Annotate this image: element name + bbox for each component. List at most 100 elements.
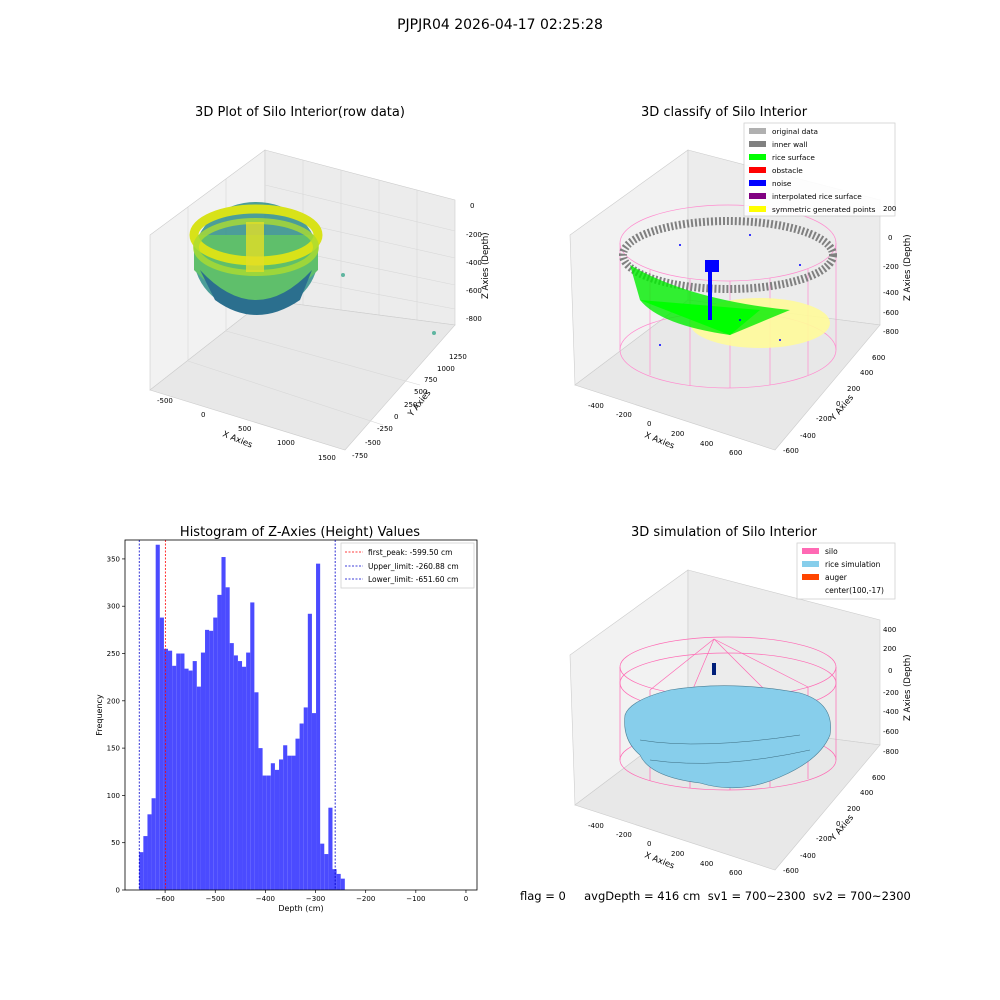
classify-ztick: -800 (883, 328, 899, 336)
classify-ytick: 400 (860, 369, 873, 377)
histogram-bar (262, 775, 267, 890)
histogram-bar (200, 652, 206, 890)
raw-ytick: -500 (365, 439, 381, 447)
legend-label: rice simulation (825, 560, 881, 569)
simulation-ytick: -600 (783, 867, 799, 875)
classify-ytick: 600 (872, 354, 885, 362)
histogram-bar (143, 836, 148, 890)
histogram-bar (287, 755, 292, 890)
legend-swatch-auger (802, 574, 819, 580)
histogram-bar (336, 873, 341, 890)
histogram-bar (266, 775, 271, 890)
histogram-bar (209, 630, 214, 890)
histogram-bar (196, 686, 201, 890)
raw-point-cloud (189, 202, 436, 335)
legend-swatch-rice-simulation (802, 561, 819, 567)
simulation-ytick: -400 (800, 852, 816, 860)
classify-legend (743, 122, 896, 217)
x-tick-label: −100 (406, 895, 425, 903)
x-tick-label: −600 (155, 895, 174, 903)
raw-ztick: -800 (466, 315, 482, 323)
raw-ytick: 750 (424, 376, 437, 384)
classify-ztick: -400 (883, 289, 899, 297)
legend-label: interpolated rice surface (772, 192, 862, 201)
legend-swatch-obstacle (749, 167, 766, 173)
status-footer: flag = 0 avgDepth = 416 cm sv1 = 700~230… (520, 889, 911, 903)
simulation-ztick: 200 (883, 645, 896, 653)
histogram-bar (291, 755, 296, 890)
histogram-panel: Histogram of Z-Axies (Height) Values −60… (95, 525, 478, 913)
histogram-bar (229, 643, 234, 890)
histogram-bar (242, 666, 247, 890)
legend-swatch-noise (749, 180, 766, 186)
histogram-bar (168, 650, 173, 890)
histogram-bar (139, 852, 144, 890)
histogram-bar (332, 869, 337, 890)
histogram-bar (328, 807, 333, 890)
classify-ytick: -600 (783, 447, 799, 455)
histogram-bar (180, 653, 185, 890)
y-tick-label: 250 (107, 650, 120, 658)
histogram-bar (151, 798, 156, 890)
histogram-frame (124, 539, 478, 891)
legend-label: symmetric generated points (772, 205, 876, 214)
figure-title: PJPJR04 2026-04-17 02:25:28 (397, 17, 603, 33)
simulation-ztick: 400 (883, 626, 896, 634)
simulation-xtick: -400 (588, 822, 604, 830)
raw-ytick: -750 (352, 452, 368, 460)
legend-swatch-silo (802, 548, 819, 554)
legend-label: noise (772, 179, 792, 188)
y-tick-label: 0 (116, 887, 120, 895)
histogram-bar (147, 814, 152, 890)
histogram-bar (270, 763, 275, 890)
histogram-x-ticks: −600 −500 −400 −300 −200 −100 0 (155, 890, 468, 903)
histogram-bar (258, 748, 263, 890)
legend-label: rice surface (772, 153, 815, 162)
simulation-xtick: 200 (671, 850, 684, 858)
histogram-reference-lines (138, 540, 336, 890)
legend-swatch-symmetric-generated-points (749, 206, 766, 212)
classify-panel-title: 3D classify of Silo Interior (641, 105, 808, 120)
rice-simulation-surface (624, 685, 831, 789)
raw-ztick: -200 (466, 231, 482, 239)
histogram-bar (320, 843, 325, 890)
legend-label: center(100,-17) (825, 586, 884, 595)
histogram-bar (217, 594, 222, 890)
legend-label: Lower_limit: -651.60 cm (368, 575, 458, 584)
histogram-xlabel: Depth (cm) (278, 904, 323, 913)
legend-label: first_peak: -599.50 cm (368, 548, 452, 557)
simulation-panel-title: 3D simulation of Silo Interior (631, 525, 818, 540)
simulation-ytick: 600 (872, 774, 885, 782)
x-tick-label: −500 (206, 895, 225, 903)
classify-ztick: -600 (883, 309, 899, 317)
raw-ztick: 0 (470, 202, 474, 210)
classify-3d-panel: 3D classify of Silo Interior original da… (569, 105, 913, 457)
histogram-bar (188, 670, 193, 890)
legend-label: Upper_limit: -260.88 cm (368, 562, 459, 571)
histogram-bar (307, 613, 312, 890)
raw-ytick: 1000 (437, 365, 455, 373)
raw-3d-panel: 3D Plot of Silo Interior(row data) -500 … (149, 105, 491, 462)
histogram-bar (192, 661, 197, 890)
x-tick-label: −200 (356, 895, 375, 903)
legend-swatch-inner-wall (749, 141, 766, 147)
histogram-bar (250, 602, 255, 890)
histogram-bar (225, 587, 230, 890)
histogram-bar (205, 629, 210, 890)
y-tick-label: 200 (107, 697, 120, 705)
simulation-ztick: -800 (883, 748, 899, 756)
x-tick-label: −400 (256, 895, 275, 903)
histogram-bar (159, 617, 164, 890)
histogram-bar (340, 878, 345, 890)
raw-ytick: 1250 (449, 353, 467, 361)
histogram-title: Histogram of Z-Axies (Height) Values (180, 525, 420, 540)
simulation-zlabel: Z Axies (Depth) (903, 654, 913, 721)
simulation-xtick: 400 (700, 860, 713, 868)
histogram-ylabel: Frequency (95, 694, 104, 736)
raw-xtick: 1500 (318, 454, 336, 462)
y-tick-label: 350 (107, 555, 120, 563)
classify-zlabel: Z Axies (Depth) (903, 234, 913, 301)
simulation-ytick: 400 (860, 789, 873, 797)
histogram-bar (274, 769, 280, 890)
raw-xtick: -500 (157, 397, 173, 405)
